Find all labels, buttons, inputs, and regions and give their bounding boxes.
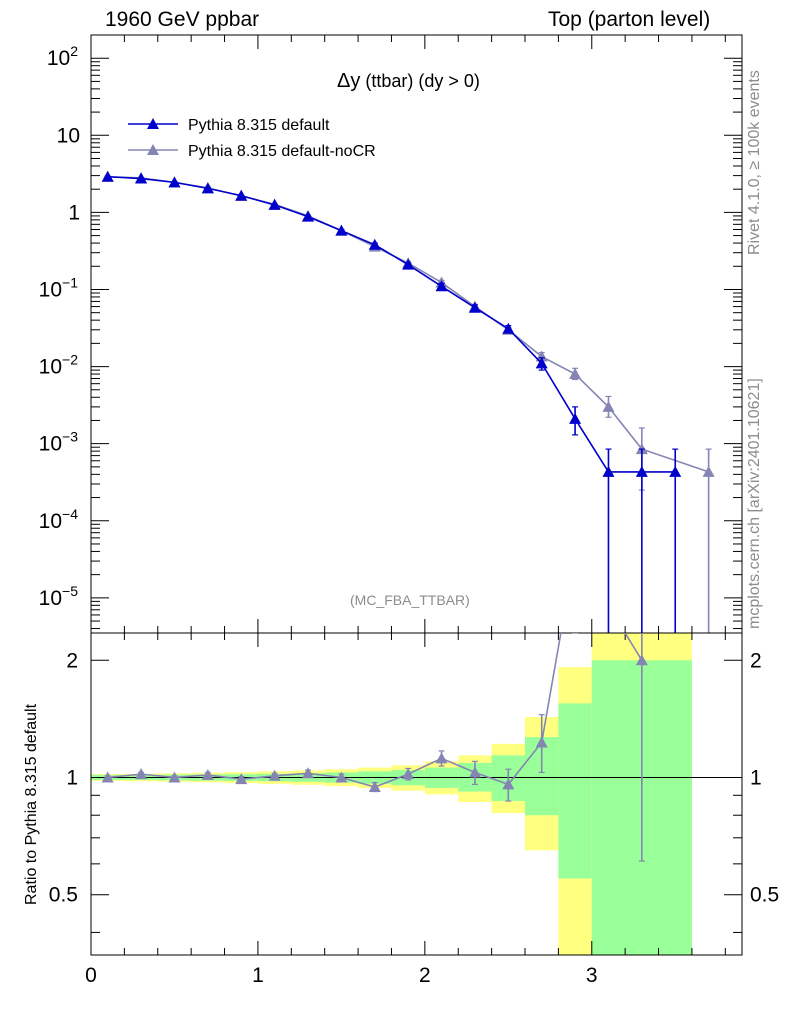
ratio-series-nocr-marker xyxy=(235,773,248,785)
series-default-marker xyxy=(535,357,548,369)
series-default-marker xyxy=(368,238,381,250)
ratio-series-nocr-marker xyxy=(101,771,114,783)
x-tick-label: 2 xyxy=(419,964,431,987)
series-default-marker xyxy=(201,182,214,194)
y-tick-label: 10−5 xyxy=(39,583,79,610)
series-default-marker xyxy=(669,465,682,477)
y-tick-label: 10−4 xyxy=(39,506,79,533)
series-default-marker xyxy=(335,224,348,236)
series-default-marker xyxy=(168,176,181,188)
series-default-marker xyxy=(268,198,281,210)
plot-title-symbol: Δy xyxy=(337,70,361,92)
ratio-panel: 0 1 2 3 0.5 0.5 1 1 2 2 xyxy=(49,632,779,987)
series-nocr-line xyxy=(107,175,709,473)
y-tick-label: 10−2 xyxy=(39,352,79,379)
ratio-series-nocr-group xyxy=(101,633,648,862)
ratio-y-tick-label: 1 xyxy=(66,766,78,789)
main-panel: 10−5 10−4 10−3 10−2 10−1 1 10 102 xyxy=(39,34,743,634)
ratio-y-tick-label-right: 1 xyxy=(750,766,762,789)
series-default-marker xyxy=(135,172,148,184)
ratio-series-nocr-marker xyxy=(535,736,548,748)
legend-label: Pythia 8.315 default-noCR xyxy=(188,143,376,160)
series-default-marker xyxy=(569,412,582,424)
series-default-marker xyxy=(101,170,114,182)
series-nocr-marker xyxy=(535,350,548,362)
series-default-marker xyxy=(602,465,615,477)
ratio-series-nocr-line xyxy=(107,633,643,788)
series-nocr-group xyxy=(101,170,715,633)
ratio-series-nocr-marker xyxy=(268,769,281,781)
y-tick-label: 102 xyxy=(47,43,78,70)
plot-title: Δy (ttbar) (dy > 0) xyxy=(337,70,480,93)
x-tick-label: 1 xyxy=(252,964,264,987)
legend-marker xyxy=(147,118,159,129)
green-band-bin xyxy=(558,703,592,879)
y-tick-label: 10 xyxy=(57,124,80,147)
ratio-series-nocr-marker xyxy=(635,654,648,666)
ratio-series-nocr-marker xyxy=(335,771,348,783)
legend-label: Pythia 8.315 default xyxy=(188,117,330,134)
ratio-series-nocr-marker xyxy=(468,766,481,778)
ratio-series-nocr-marker xyxy=(201,768,214,780)
y-tick-label: 10−1 xyxy=(39,274,79,301)
series-default-marker xyxy=(635,465,648,477)
series-nocr-marker xyxy=(569,368,582,380)
y-tick-label: 1 xyxy=(68,201,80,224)
ratio-series-nocr-marker xyxy=(135,768,148,780)
series-default-marker xyxy=(302,210,314,222)
series-default-marker xyxy=(435,280,448,292)
ratio-frame xyxy=(90,632,743,956)
ratio-series-nocr-marker xyxy=(502,778,515,790)
ratio-y-tick-label-right: 0.5 xyxy=(750,884,779,907)
series-default-marker xyxy=(468,301,481,313)
ratio-series-nocr-marker xyxy=(402,768,415,780)
legend-marker xyxy=(147,144,159,155)
y-tick-label: 10−3 xyxy=(39,429,79,456)
observable-group-label: Top (parton level) xyxy=(548,8,711,31)
collider-label: 1960 GeV ppbar xyxy=(105,8,260,31)
series-default-group xyxy=(101,170,682,633)
plot-title-rest: (ttbar) (dy > 0) xyxy=(360,71,480,91)
series-nocr-marker xyxy=(702,465,715,477)
x-tick-label: 3 xyxy=(586,964,598,987)
series-default-marker xyxy=(502,322,515,334)
ratio-series-nocr-marker xyxy=(168,771,181,783)
analysis-label: (MC_FBA_TTBAR) xyxy=(350,592,470,608)
ratio-series-nocr-marker xyxy=(368,781,381,793)
x-tick-label: 0 xyxy=(85,964,97,987)
ratio-y-tick-label: 0.5 xyxy=(49,884,78,907)
series-default-marker xyxy=(402,258,415,270)
ratio-series-nocr-marker xyxy=(302,767,314,779)
series-default-line xyxy=(107,175,676,473)
series-default-marker xyxy=(235,189,248,201)
legend: Pythia 8.315 default Pythia 8.315 default… xyxy=(128,117,376,160)
ratio-series-nocr-marker xyxy=(435,752,448,764)
ratio-y-tick-label: 2 xyxy=(66,649,78,672)
ratio-y-tick-label-right: 2 xyxy=(750,649,762,672)
series-nocr-marker xyxy=(602,400,615,412)
